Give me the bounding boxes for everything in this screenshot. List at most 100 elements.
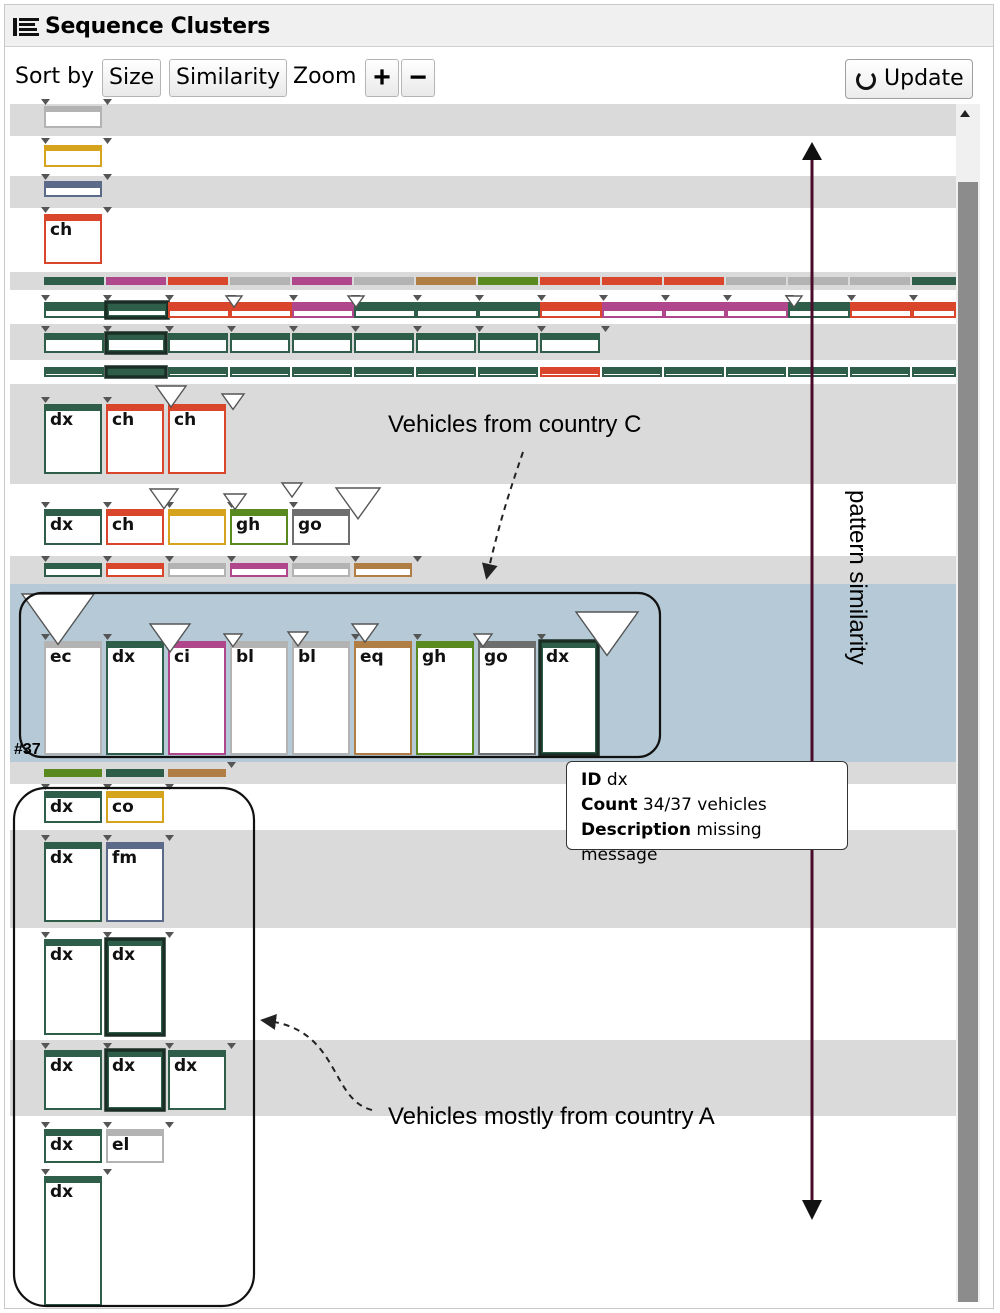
event-box-ch[interactable]: ch [44, 214, 102, 264]
event-box-dx[interactable] [106, 769, 164, 777]
collapse-marker-icon[interactable] [103, 932, 112, 938]
event-box-ch[interactable] [540, 367, 600, 377]
collapse-marker-icon[interactable] [41, 502, 50, 508]
sort-marker-icon[interactable] [224, 295, 244, 309]
collapse-marker-icon[interactable] [723, 295, 732, 301]
event-sequence[interactable]: dx fm [44, 842, 164, 922]
collapse-marker-icon[interactable] [103, 556, 112, 562]
collapse-marker-icon[interactable] [351, 556, 360, 562]
event-box-frame[interactable] [416, 641, 474, 755]
event-box-eq[interactable] [168, 769, 226, 777]
event-box-dx[interactable]: dx [44, 1176, 102, 1306]
event-box-dx[interactable]: dx [44, 939, 102, 1035]
event-box-frame[interactable] [106, 842, 164, 922]
collapse-marker-icon[interactable] [41, 99, 50, 105]
cluster-row[interactable] [10, 176, 956, 208]
event-box-frame[interactable] [105, 1049, 165, 1111]
sort-marker-icon[interactable] [154, 385, 188, 409]
event-box-dx[interactable] [354, 333, 414, 353]
zoom-out-button[interactable]: − [401, 59, 435, 97]
collapse-marker-icon[interactable] [41, 326, 50, 332]
collapse-marker-icon[interactable] [41, 207, 50, 213]
event-box-dx[interactable]: dx [104, 937, 166, 1037]
event-box-dx[interactable]: dx [44, 404, 102, 474]
event-box-dx[interactable] [104, 300, 170, 320]
collapse-marker-icon[interactable] [41, 174, 50, 180]
event-sequence[interactable]: ec dx ci bl bl eq gh go dx [44, 639, 600, 757]
event-box-ch[interactable] [540, 302, 602, 318]
sort-marker-icon[interactable] [574, 611, 640, 657]
event-box-bl[interactable] [230, 277, 290, 285]
event-box-ch[interactable] [912, 302, 956, 318]
sort-marker-icon[interactable] [286, 631, 310, 648]
event-box-ch[interactable] [540, 277, 600, 285]
event-box-ch[interactable] [850, 302, 912, 318]
collapse-marker-icon[interactable] [41, 932, 50, 938]
collapse-marker-icon[interactable] [103, 207, 112, 213]
event-box-frame[interactable] [354, 641, 412, 755]
event-box-frame[interactable] [478, 641, 536, 755]
cluster-row[interactable] [10, 104, 956, 136]
cluster-row[interactable] [10, 208, 956, 272]
event-box-ec[interactable]: ec [44, 641, 102, 755]
event-box-frame[interactable] [168, 404, 226, 474]
event-box-frame[interactable] [44, 939, 102, 1035]
event-box-ci[interactable] [602, 302, 664, 318]
event-box-dx[interactable] [230, 333, 290, 353]
collapse-marker-icon[interactable] [475, 326, 484, 332]
cluster-row[interactable] [10, 136, 956, 176]
event-box-co[interactable] [168, 509, 226, 545]
collapse-marker-icon[interactable] [103, 174, 112, 180]
event-box-ci[interactable] [292, 277, 352, 285]
event-box-dx[interactable] [104, 331, 168, 355]
collapse-marker-icon[interactable] [103, 295, 112, 301]
collapse-marker-icon[interactable] [41, 295, 50, 301]
event-sequence[interactable] [44, 145, 102, 167]
collapse-marker-icon[interactable] [103, 1122, 112, 1128]
event-box-go[interactable]: go [292, 509, 350, 545]
collapse-marker-icon[interactable] [103, 138, 112, 144]
event-box-bl[interactable] [168, 563, 226, 577]
event-box-frame[interactable] [44, 1050, 102, 1110]
event-box-dx[interactable] [168, 367, 228, 377]
cluster-row[interactable] [10, 928, 956, 1040]
event-box-dx[interactable] [478, 367, 538, 377]
event-box-frame[interactable] [44, 404, 102, 474]
collapse-marker-icon[interactable] [289, 556, 298, 562]
event-box-dx[interactable]: dx [44, 791, 102, 823]
collapse-marker-icon[interactable] [41, 138, 50, 144]
event-box-ch[interactable] [230, 302, 292, 318]
event-sequence[interactable] [44, 106, 102, 128]
event-box-frame[interactable] [168, 641, 226, 755]
collapse-marker-icon[interactable] [41, 1169, 50, 1175]
event-box-dx[interactable] [664, 367, 724, 377]
sort-similarity-button[interactable]: Similarity [169, 59, 288, 97]
event-box-dx[interactable]: dx [44, 509, 102, 545]
event-box-dx[interactable] [104, 365, 168, 379]
update-button[interactable]: Update [845, 59, 973, 99]
event-box-ch[interactable] [168, 277, 228, 285]
sort-marker-icon[interactable] [350, 623, 380, 644]
event-box-bl[interactable] [726, 277, 786, 285]
event-sequence[interactable]: dx ch gh go [44, 509, 350, 545]
sort-size-button[interactable]: Size [102, 59, 162, 97]
event-box-co[interactable]: co [106, 791, 164, 823]
collapse-marker-icon[interactable] [103, 326, 112, 332]
event-box-ci[interactable]: ci [168, 641, 226, 755]
event-box-dx[interactable] [230, 367, 290, 377]
scroll-up-arrow-icon[interactable] [960, 110, 970, 117]
event-box-frame[interactable] [106, 404, 164, 474]
collapse-marker-icon[interactable] [351, 326, 360, 332]
sort-marker-icon[interactable] [784, 295, 804, 309]
event-box-dx[interactable]: dx [104, 1048, 166, 1112]
event-box-gh[interactable] [44, 769, 102, 777]
event-box-dx[interactable] [726, 367, 786, 377]
event-box-eq[interactable] [416, 277, 476, 285]
event-box-ci[interactable] [726, 302, 788, 318]
event-box-dx[interactable] [478, 333, 538, 353]
event-box-dx[interactable] [850, 367, 910, 377]
collapse-marker-icon[interactable] [475, 295, 484, 301]
vertical-scrollbar[interactable] [956, 104, 980, 1302]
collapse-marker-icon[interactable] [103, 1043, 112, 1049]
event-box-ch[interactable] [106, 563, 164, 577]
